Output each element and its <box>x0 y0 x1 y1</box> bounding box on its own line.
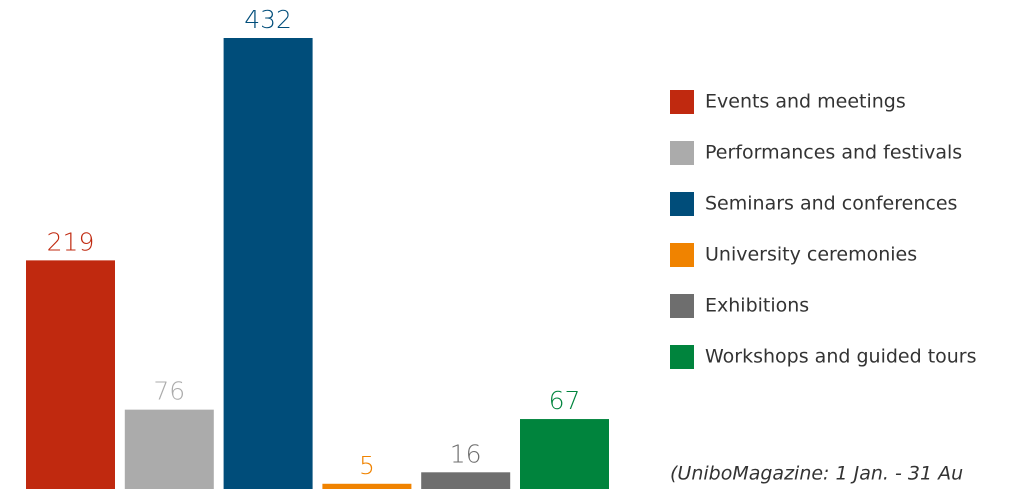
source-note: (UniboMagazine: 1 Jan. - 31 Au <box>670 463 963 485</box>
legend-swatch <box>670 294 694 318</box>
data-label: 219 <box>47 227 95 256</box>
data-label: 432 <box>244 5 292 34</box>
legend-swatch <box>670 243 694 267</box>
legend-swatch <box>670 141 694 165</box>
data-label: 16 <box>450 439 482 468</box>
data-label: 67 <box>549 386 581 415</box>
legend-label: Exhibitions <box>705 295 809 317</box>
bar <box>124 409 214 489</box>
legend-label: Seminars and conferences <box>705 193 957 215</box>
bar <box>322 483 412 489</box>
legend-swatch <box>670 345 694 369</box>
legend-label: Events and meetings <box>705 91 906 113</box>
data-label: 76 <box>153 377 185 406</box>
legend-label: Performances and festivals <box>705 142 962 164</box>
bar <box>520 419 609 489</box>
bar <box>223 38 313 489</box>
legend-label: University ceremonies <box>705 244 917 266</box>
bar <box>421 472 511 489</box>
bar <box>26 260 115 489</box>
legend-label: Workshops and guided tours <box>705 346 977 368</box>
legend-swatch <box>670 192 694 216</box>
data-label: 5 <box>359 451 375 480</box>
legend-swatch <box>670 90 694 114</box>
